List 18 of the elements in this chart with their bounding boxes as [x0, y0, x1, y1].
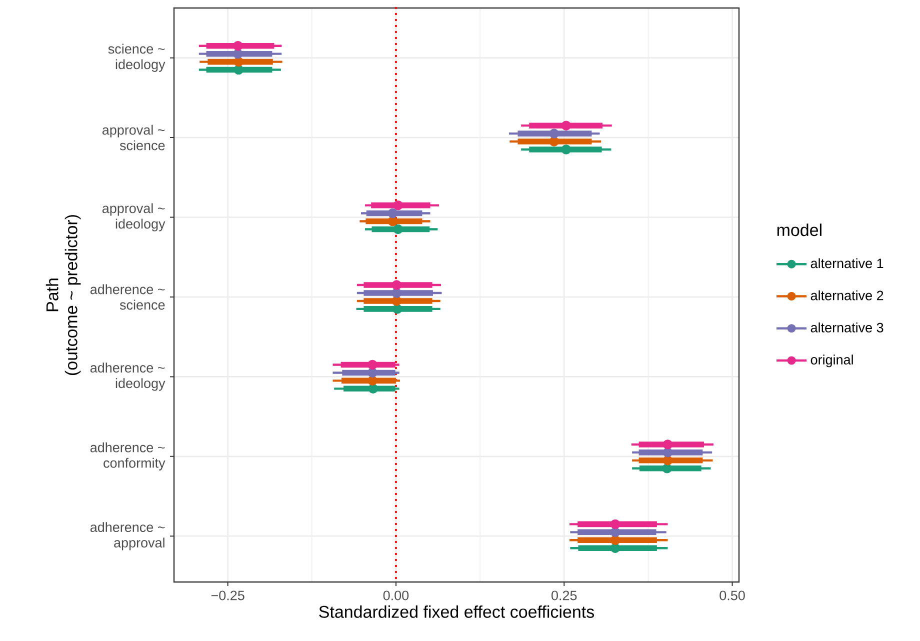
legend-title: model: [777, 224, 822, 236]
x-axis-title: Standardized fixed effect coefficients: [319, 605, 594, 618]
x-tick-label: 0.25: [552, 590, 577, 600]
x-tick-label: 0.00: [383, 590, 409, 600]
x-tick-label: −0.25: [211, 590, 244, 600]
y-tick-label: science ~ ideology: [108, 44, 166, 72]
y-tick-label: approval ~ ideology: [102, 203, 166, 232]
y-tick-label: adherence ~ ideology: [90, 362, 166, 391]
legend-label: original: [810, 354, 853, 368]
legend-label: alternative 2: [810, 290, 884, 300]
y-tick-label: adherence ~ science: [90, 284, 165, 310]
x-tick-label: 0.50: [720, 590, 745, 600]
legend-label: alternative 1: [810, 258, 884, 268]
y-axis-title: Path (outcome ~ predictor): [46, 215, 81, 375]
y-tick-label: approval ~ science: [102, 124, 165, 150]
y-tick-label: adherence ~ conformity: [90, 442, 166, 470]
legend-label: alternative 3: [810, 322, 884, 332]
y-tick-label: adherence ~ approval: [90, 522, 165, 550]
